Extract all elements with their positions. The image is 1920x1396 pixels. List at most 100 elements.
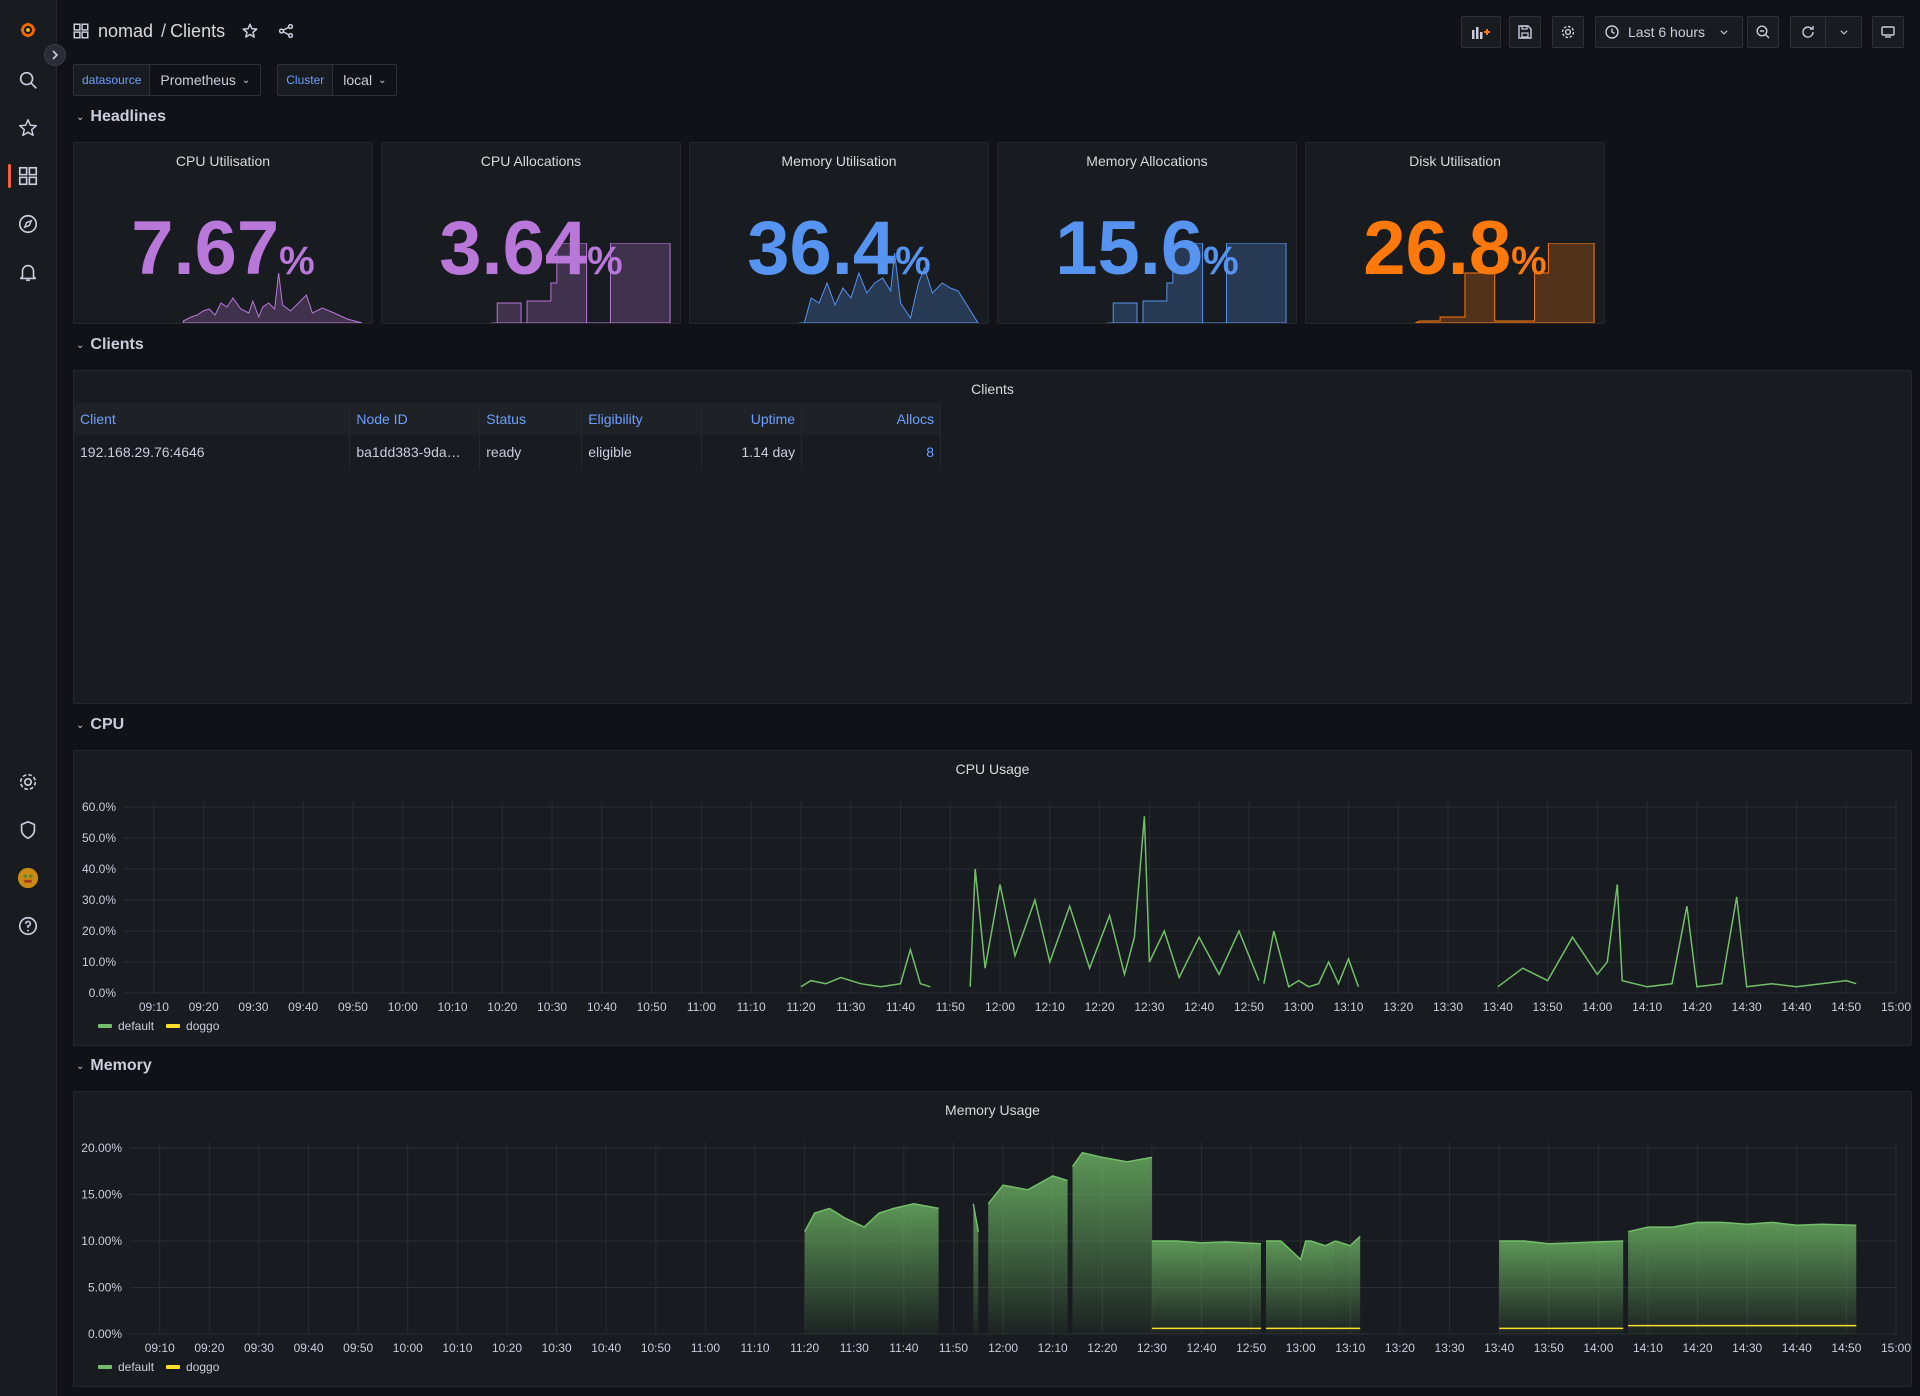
series-area-default [804, 1203, 939, 1334]
explore-icon[interactable] [14, 210, 42, 238]
chevron-down-icon: ⌄ [378, 74, 387, 86]
legend-label: default [118, 1019, 155, 1033]
cell-status: ready [479, 435, 583, 469]
row-title: Clients [90, 336, 144, 353]
series-area-default [1266, 1241, 1336, 1334]
help-icon[interactable] [14, 912, 42, 940]
row-header-cpu[interactable]: ⌄ CPU [76, 716, 124, 734]
series-area-default [1151, 1241, 1261, 1334]
column-header-node-id[interactable]: Node ID [349, 403, 481, 435]
tv-mode-button[interactable] [1872, 16, 1904, 48]
x-tick-label: 11:30 [836, 1000, 865, 1013]
y-tick-label: 10.00% [81, 1234, 122, 1248]
breadcrumb-separator: / [161, 20, 167, 41]
dashboard-settings-button[interactable] [1552, 16, 1584, 48]
chart-plot[interactable]: 0.0% 10.0% 20.0% 30.0% 40.0% 50.0% 60.0% 09:10 0… [74, 751, 1912, 1013]
stat-value: 15.6% [998, 211, 1296, 287]
x-tick-label: 14:10 [1633, 1341, 1663, 1354]
search-icon[interactable] [14, 66, 42, 94]
legend-swatch [166, 1365, 181, 1369]
grafana-logo-icon[interactable] [14, 16, 42, 44]
stat-value: 26.8% [1306, 211, 1604, 287]
page-title[interactable]: Clients [170, 20, 226, 41]
time-range-picker[interactable]: Last 6 hours [1595, 16, 1743, 48]
cell-allocs-link[interactable]: 8 [801, 435, 941, 469]
sparkline [1415, 243, 1595, 323]
row-header-clients[interactable]: ⌄ Clients [76, 336, 144, 354]
configuration-icon[interactable] [14, 768, 42, 796]
refresh-icon[interactable] [1791, 17, 1827, 47]
stat-panel-cpu-utilisation: CPU Utilisation 7.67% [73, 142, 373, 324]
alerting-icon[interactable] [14, 258, 42, 286]
dashboards-grid-icon [73, 23, 89, 39]
x-tick-label: 14:40 [1781, 1000, 1811, 1013]
chart-plot[interactable]: 0.00% 5.00% 10.00% 15.00% 20.00% 09:10 09:20 09… [74, 1092, 1912, 1354]
x-tick-label: 13:20 [1383, 1000, 1413, 1013]
x-tick-label: 14:50 [1831, 1341, 1861, 1354]
column-header-eligibility[interactable]: Eligibility [581, 403, 703, 435]
column-header-status[interactable]: Status [479, 403, 583, 435]
refresh-button[interactable] [1790, 16, 1862, 48]
stat-number: 26.8 [1363, 206, 1512, 291]
x-tick-label: 10:50 [641, 1341, 671, 1354]
dashboards-icon[interactable] [14, 162, 42, 190]
x-tick-label: 11:10 [737, 1000, 766, 1013]
x-tick-label: 11:20 [790, 1341, 819, 1354]
y-tick-label: 15.00% [81, 1188, 122, 1202]
x-tick-label: 13:50 [1534, 1341, 1564, 1354]
x-tick-label: 13:40 [1483, 1000, 1513, 1013]
variable-value: local [343, 72, 373, 88]
variable-select-datasource[interactable]: Prometheus ⌄ [150, 64, 262, 96]
chevron-down-icon: ⌄ [76, 339, 85, 351]
x-tick-label: 09:30 [244, 1341, 274, 1354]
series-area-default [1072, 1152, 1152, 1334]
shield-icon[interactable] [14, 816, 42, 844]
save-dashboard-button[interactable] [1509, 16, 1541, 48]
legend-swatch [98, 1365, 112, 1369]
zoom-out-button[interactable] [1747, 16, 1779, 48]
star-icon[interactable] [239, 20, 261, 42]
column-header-client[interactable]: Client [74, 403, 351, 435]
series-line-default [1627, 1221, 1857, 1233]
sidebar-expand-button[interactable] [44, 44, 66, 66]
share-icon[interactable] [275, 20, 297, 42]
refresh-interval-dropdown[interactable] [1826, 17, 1861, 47]
legend-item-default[interactable]: default [98, 1360, 154, 1374]
sparkline [1107, 243, 1287, 323]
y-tick-label: 40.0% [82, 862, 116, 876]
x-tick-label: 11:50 [939, 1341, 968, 1354]
legend-item-default[interactable]: default [98, 1019, 154, 1033]
chevron-right-icon [52, 50, 59, 60]
series-line-default [972, 1203, 980, 1232]
x-tick-label: 09:20 [189, 1000, 219, 1013]
clients-table-panel: Clients Client Node ID Status Eligibilit… [73, 370, 1912, 704]
variable-label-datasource: datasource [73, 64, 151, 96]
row-header-headlines[interactable]: ⌄ Headlines [76, 108, 166, 126]
avatar[interactable] [14, 864, 42, 892]
column-header-uptime[interactable]: Uptime [701, 403, 803, 435]
column-header-allocs[interactable]: Allocs [801, 403, 941, 435]
x-tick-label: 14:40 [1782, 1341, 1812, 1354]
x-tick-label: 12:40 [1184, 1000, 1214, 1013]
stat-panel-memory-allocations: Memory Allocations 15.6% [997, 142, 1297, 324]
x-tick-label: 15:00 [1881, 1341, 1911, 1354]
variable-value: Prometheus [160, 72, 236, 88]
breadcrumb-folder[interactable]: nomad [98, 20, 154, 41]
stat-panel-memory-utilisation: Memory Utilisation 36.4% [689, 142, 989, 324]
series-line-default [1266, 1240, 1336, 1262]
x-tick-label: 09:10 [145, 1341, 175, 1354]
legend-item-doggo[interactable]: doggo [166, 1019, 219, 1033]
stat-unit: % [587, 239, 623, 283]
panel-title: Clients [971, 381, 1014, 397]
legend-label: default [118, 1360, 155, 1374]
add-panel-button[interactable] [1461, 16, 1501, 48]
variable-select-cluster[interactable]: local ⌄ [333, 64, 398, 96]
legend-item-doggo[interactable]: doggo [166, 1360, 219, 1374]
x-tick-label: 13:30 [1435, 1341, 1465, 1354]
star-icon[interactable] [14, 114, 42, 142]
template-variables: datasource Prometheus ⌄ Cluster local ⌄ [73, 64, 413, 96]
series-line-default [1499, 1240, 1624, 1245]
x-tick-label: 12:30 [1134, 1000, 1164, 1013]
legend-label: doggo [186, 1019, 220, 1033]
row-header-memory[interactable]: ⌄ Memory [76, 1057, 152, 1075]
